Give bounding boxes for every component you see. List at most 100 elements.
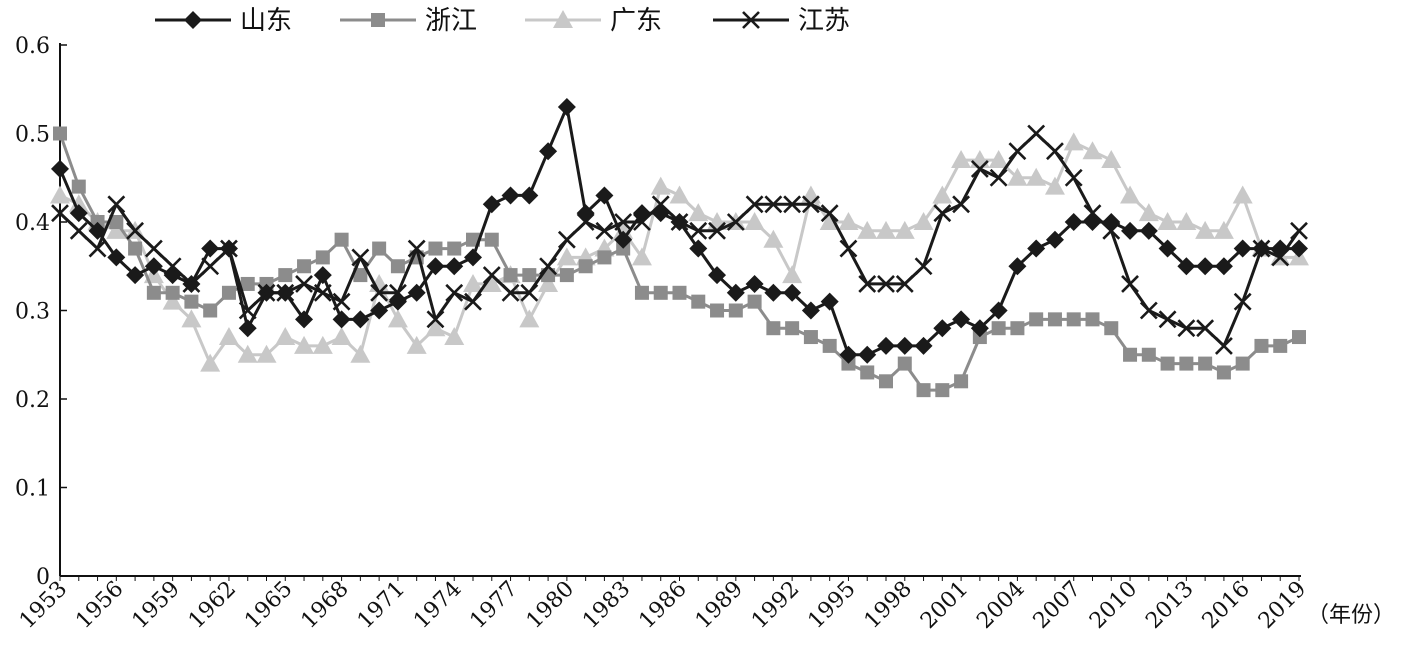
data-point <box>481 273 502 292</box>
data-point <box>935 383 950 398</box>
data-point <box>651 195 670 214</box>
data-point <box>1029 312 1044 327</box>
data-point <box>970 159 989 178</box>
data-point <box>1176 212 1197 230</box>
data-point <box>203 303 218 318</box>
data-point <box>801 301 820 320</box>
data-point <box>877 336 895 355</box>
data-point <box>708 266 727 285</box>
data-point <box>952 310 971 329</box>
data-point <box>444 327 465 346</box>
data-point <box>1235 356 1250 371</box>
data-point <box>1026 167 1047 186</box>
data-point <box>520 186 539 205</box>
data-point <box>334 232 349 247</box>
data-point <box>954 374 969 389</box>
data-point <box>221 285 236 300</box>
data-point <box>1141 347 1156 362</box>
data-point <box>989 301 1008 320</box>
data-point <box>1214 257 1233 276</box>
data-point <box>1045 230 1064 249</box>
data-point <box>294 335 315 354</box>
data-point <box>822 338 837 353</box>
data-point <box>445 283 464 302</box>
data-point <box>1214 336 1233 355</box>
data-point <box>914 336 933 355</box>
data-point <box>970 319 989 338</box>
data-point <box>482 266 501 285</box>
data-point <box>88 239 107 258</box>
data-point <box>1233 239 1252 258</box>
x-axis-unit-label: （年份） <box>1307 603 1395 628</box>
data-point <box>1063 132 1084 151</box>
data-point <box>1139 301 1158 320</box>
x-tick-label: 2001 <box>916 577 973 634</box>
data-point <box>1195 220 1216 239</box>
data-point <box>764 283 783 302</box>
data-point <box>69 221 88 240</box>
data-point <box>315 250 330 265</box>
data-point <box>728 303 743 318</box>
data-point <box>557 97 576 116</box>
data-point <box>763 229 784 248</box>
data-point <box>1138 203 1159 222</box>
data-point <box>653 285 668 300</box>
data-point <box>1044 176 1065 195</box>
data-point <box>650 176 671 195</box>
data-point <box>839 345 858 364</box>
data-point <box>50 185 70 204</box>
data-point <box>689 239 708 258</box>
data-point <box>894 220 915 239</box>
legend-marker <box>371 13 385 27</box>
data-point <box>895 275 914 293</box>
data-point <box>522 268 537 283</box>
legend-item: 江苏 <box>713 6 850 36</box>
data-point <box>801 195 820 214</box>
data-point <box>464 292 482 311</box>
data-point <box>539 257 558 276</box>
x-tick-label: 2019 <box>1254 577 1311 634</box>
data-point <box>1252 239 1271 258</box>
data-point <box>764 195 783 214</box>
data-point <box>557 230 576 249</box>
data-point <box>313 266 332 285</box>
data-point <box>745 274 764 293</box>
data-point <box>876 220 896 239</box>
data-point <box>1177 319 1196 338</box>
data-point <box>838 212 859 230</box>
data-point <box>747 294 762 309</box>
data-point <box>201 257 220 276</box>
data-point <box>1064 168 1083 187</box>
data-point <box>1160 356 1175 371</box>
x-tick-label: 1995 <box>803 577 860 634</box>
data-point <box>332 310 351 329</box>
series-3 <box>51 124 1308 355</box>
data-point <box>220 239 238 258</box>
legend-marker <box>184 11 202 29</box>
data-point <box>1158 310 1177 329</box>
data-point <box>165 285 180 300</box>
data-point <box>295 275 313 293</box>
data-point <box>106 220 127 239</box>
data-point <box>1292 330 1306 345</box>
data-point <box>276 283 295 302</box>
data-point <box>1027 239 1046 258</box>
data-point <box>1008 257 1027 276</box>
data-point <box>820 292 839 311</box>
x-tick-label: 2013 <box>1141 577 1198 634</box>
data-point <box>240 276 255 291</box>
data-point <box>933 204 952 223</box>
data-point <box>857 220 878 239</box>
data-point <box>989 168 1008 187</box>
data-point <box>1254 338 1269 353</box>
data-point <box>428 241 443 256</box>
data-point <box>576 213 595 231</box>
x-tick-label: 1977 <box>466 577 523 634</box>
data-point <box>783 195 802 214</box>
legend-label: 江苏 <box>798 6 850 36</box>
data-point <box>1157 212 1178 230</box>
data-point <box>387 309 408 328</box>
data-point <box>68 194 89 213</box>
data-point <box>501 283 520 302</box>
